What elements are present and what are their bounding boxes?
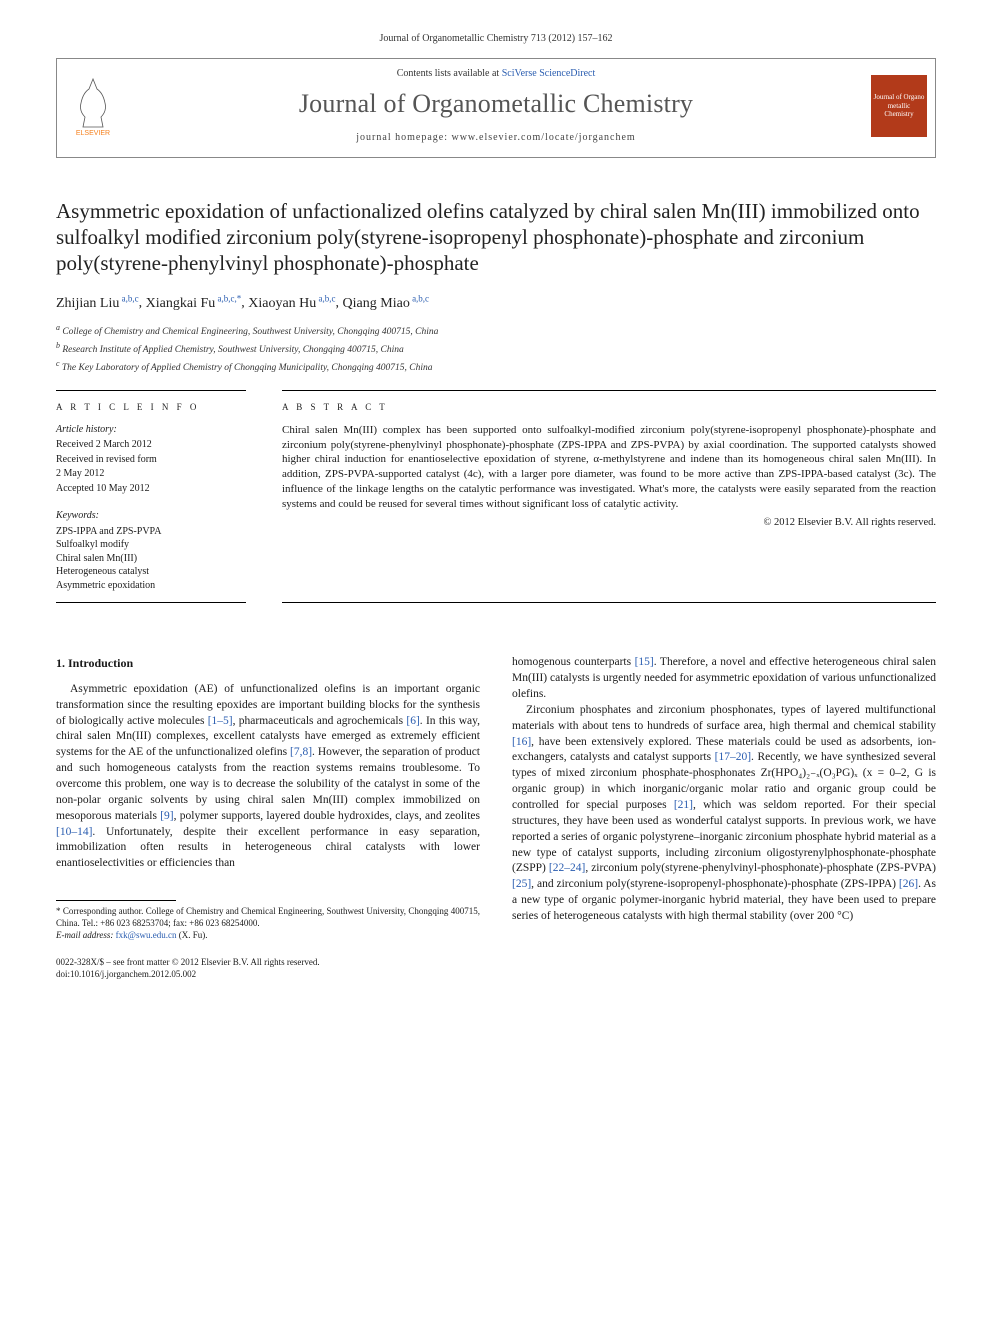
author-affil-marker: a,b,c	[410, 293, 429, 303]
keyword-item: ZPS-IPPA and ZPS-PVPA	[56, 525, 246, 539]
history-item: Received 2 March 2012	[56, 438, 246, 452]
affiliation-line: a College of Chemistry and Chemical Engi…	[56, 322, 936, 340]
cite-15[interactable]: [15]	[635, 656, 654, 668]
journal-header: ELSEVIER Contents lists available at Sci…	[56, 58, 936, 158]
affiliations: a College of Chemistry and Chemical Engi…	[56, 322, 936, 376]
cite-26[interactable]: [26]	[899, 878, 918, 890]
abstract-text: Chiral salen Mn(III) complex has been su…	[282, 423, 936, 512]
abstract-heading: A B S T R A C T	[282, 401, 936, 413]
keyword-item: Sulfoalkyl modify	[56, 538, 246, 552]
journal-name: Journal of Organometallic Chemistry	[121, 86, 871, 121]
cite-21[interactable]: [21]	[674, 799, 693, 811]
author-name: Xiangkai Fu a,b,c,*	[146, 296, 242, 311]
cite-1-5[interactable]: [1–5]	[208, 715, 233, 727]
contents-available: Contents lists available at SciVerse Sci…	[121, 67, 871, 81]
body-columns: 1. Introduction Asymmetric epoxidation (…	[56, 655, 936, 980]
svg-text:ELSEVIER: ELSEVIER	[76, 130, 110, 137]
article-history-label: Article history:	[56, 423, 246, 437]
author-affil-marker: a,b,c	[119, 293, 138, 303]
left-column: 1. Introduction Asymmetric epoxidation (…	[56, 655, 480, 980]
intro-para-1-cont: homogenous counterparts [15]. Therefore,…	[512, 655, 936, 703]
article-title: Asymmetric epoxidation of unfactionalize…	[56, 198, 936, 277]
doi-line: doi:10.1016/j.jorganchem.2012.05.002	[56, 968, 480, 980]
author-name: Zhijian Liu a,b,c	[56, 296, 139, 311]
keyword-item: Asymmetric epoxidation	[56, 579, 246, 593]
intro-para-1: Asymmetric epoxidation (AE) of unfunctio…	[56, 682, 480, 872]
author-email-link[interactable]: fxk@swu.edu.cn	[116, 930, 177, 940]
journal-reference: Journal of Organometallic Chemistry 713 …	[56, 32, 936, 46]
sciencedirect-link[interactable]: SciVerse ScienceDirect	[502, 68, 596, 79]
elsevier-tree-logo: ELSEVIER	[65, 75, 121, 137]
intro-para-2: Zirconium phosphates and zirconium phosp…	[512, 703, 936, 925]
history-item: 2 May 2012	[56, 467, 246, 481]
history-item: Received in revised form	[56, 453, 246, 467]
article-info-box: A R T I C L E I N F O Article history: R…	[56, 390, 246, 604]
cite-6[interactable]: [6]	[406, 715, 419, 727]
history-item: Accepted 10 May 2012	[56, 482, 246, 496]
journal-homepage: journal homepage: www.elsevier.com/locat…	[121, 131, 871, 145]
cite-17-20[interactable]: [17–20]	[715, 751, 751, 763]
author-name: Xiaoyan Hu a,b,c	[248, 296, 335, 311]
affiliation-line: c The Key Laboratory of Applied Chemistr…	[56, 358, 936, 376]
keywords-label: Keywords:	[56, 509, 246, 523]
cite-7-8[interactable]: [7,8]	[290, 746, 312, 758]
author-affil-marker: a,b,c	[316, 293, 335, 303]
cite-9[interactable]: [9]	[160, 810, 173, 822]
author-name: Qiang Miao a,b,c	[343, 296, 430, 311]
article-info-heading: A R T I C L E I N F O	[56, 401, 246, 413]
journal-cover-icon: Journal of Organo metallic Chemistry	[871, 75, 927, 137]
right-column: homogenous counterparts [15]. Therefore,…	[512, 655, 936, 980]
front-matter-line: 0022-328X/$ – see front matter © 2012 El…	[56, 956, 480, 968]
cite-25[interactable]: [25]	[512, 878, 531, 890]
section-1-heading: 1. Introduction	[56, 655, 480, 672]
keyword-item: Chiral salen Mn(III)	[56, 552, 246, 566]
cite-16[interactable]: [16]	[512, 736, 531, 748]
keyword-item: Heterogeneous catalyst	[56, 565, 246, 579]
author-affil-marker: a,b,c,*	[215, 293, 241, 303]
footnote-separator	[56, 900, 176, 901]
cite-10-14[interactable]: [10–14]	[56, 826, 92, 838]
cite-22-24[interactable]: [22–24]	[549, 862, 585, 874]
abstract-copyright: © 2012 Elsevier B.V. All rights reserved…	[282, 516, 936, 530]
affiliation-line: b Research Institute of Applied Chemistr…	[56, 340, 936, 358]
email-footnote: E-mail address: fxk@swu.edu.cn (X. Fu).	[56, 929, 480, 941]
abstract-box: A B S T R A C T Chiral salen Mn(III) com…	[282, 390, 936, 604]
corresponding-author-footnote: * Corresponding author. College of Chemi…	[56, 905, 480, 929]
authors-list: Zhijian Liu a,b,c, Xiangkai Fu a,b,c,*, …	[56, 292, 936, 314]
